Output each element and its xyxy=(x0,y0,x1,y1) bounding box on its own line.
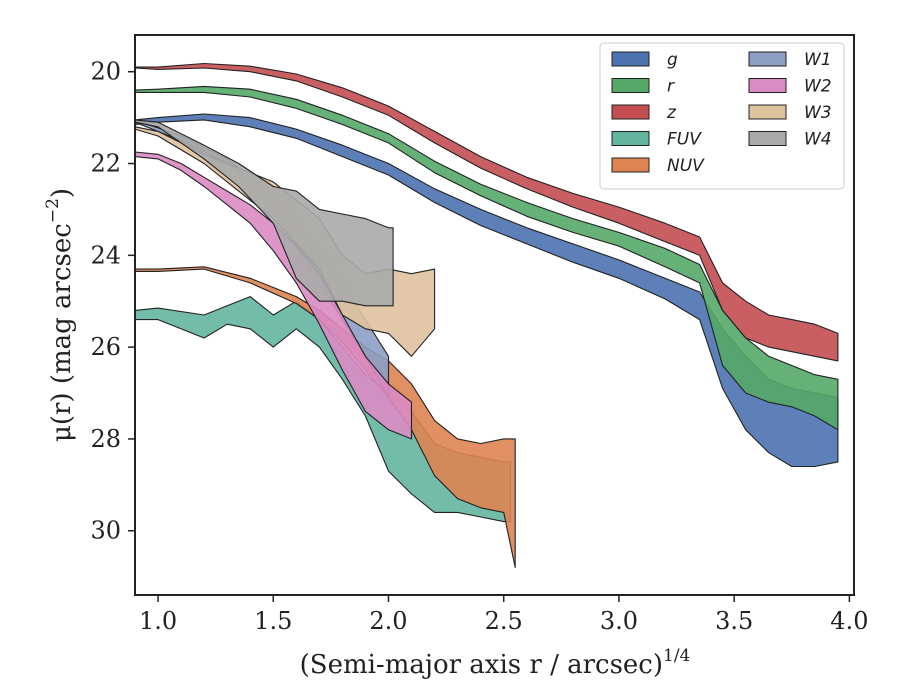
y-tick-label: 28 xyxy=(90,425,121,453)
x-axis-ticks: 1.0 1.5 2.0 2.5 3.0 3.5 4.0 xyxy=(139,595,868,635)
y-tick-label: 24 xyxy=(90,241,121,269)
legend-label-fuv: FUV xyxy=(667,130,702,150)
x-tick-label: 3.0 xyxy=(600,607,638,635)
legend: grz FUV NUV W1 W2 W3 W4 xyxy=(599,42,845,190)
legend-label-w2: W2 xyxy=(804,77,832,97)
legend-swatch-r xyxy=(611,78,650,93)
x-tick-label: 4.0 xyxy=(830,607,868,635)
legend-swatch-z xyxy=(611,104,650,120)
y-tick-label: 20 xyxy=(90,58,121,86)
x-tick-label: 2.0 xyxy=(369,607,407,635)
x-tick-label: 3.5 xyxy=(715,607,753,635)
legend-label-nuv: NUV xyxy=(667,156,705,176)
legend-label-z: z xyxy=(666,103,677,123)
x-tick-label: 1.0 xyxy=(139,607,177,635)
y-axis-ticks: 20 22 24 26 28 30 xyxy=(90,58,135,545)
series-layer xyxy=(134,62,839,569)
y-axis-title-exponent: −2 xyxy=(43,198,63,223)
legend-label-w4: W4 xyxy=(804,130,832,150)
legend-swatch-w1 xyxy=(748,51,787,67)
legend-label-w1: W1 xyxy=(804,50,832,70)
y-tick-label: 30 xyxy=(90,517,121,545)
legend-label-r: r xyxy=(667,77,675,97)
y-tick-label: 26 xyxy=(90,333,121,361)
series-band-w4 xyxy=(134,119,394,307)
series-band-g xyxy=(134,113,839,468)
x-axis-title: (Semi-major axis r / arcsec)1/4 xyxy=(300,646,691,680)
legend-swatch-g xyxy=(611,51,650,67)
plot-frame xyxy=(134,34,855,596)
y-tick-label: 22 xyxy=(90,150,121,178)
x-tick-label: 1.5 xyxy=(254,607,292,635)
legend-swatch-fuv xyxy=(611,131,650,146)
x-axis-title-main: (Semi-major axis r / arcsec) xyxy=(300,650,663,680)
y-axis-title-main: μ(r) (mag arcsec xyxy=(47,223,77,442)
x-axis-title-exponent: 1/4 xyxy=(663,646,690,666)
series-band-r xyxy=(134,85,839,431)
legend-swatch-nuv xyxy=(611,157,650,173)
series-band-z xyxy=(134,62,839,362)
x-tick-label: 2.5 xyxy=(485,607,523,635)
legend-swatch-w2 xyxy=(748,78,787,93)
series-band-w2 xyxy=(134,151,413,440)
legend-label-w3: W3 xyxy=(804,103,832,123)
legend-label-g: g xyxy=(667,50,678,70)
legend-swatch-w4 xyxy=(748,131,787,146)
legend-swatch-w3 xyxy=(748,104,787,120)
y-axis-title: μ(r) (mag arcsec−2) xyxy=(43,188,77,442)
y-axis-title-close: ) xyxy=(47,188,77,198)
